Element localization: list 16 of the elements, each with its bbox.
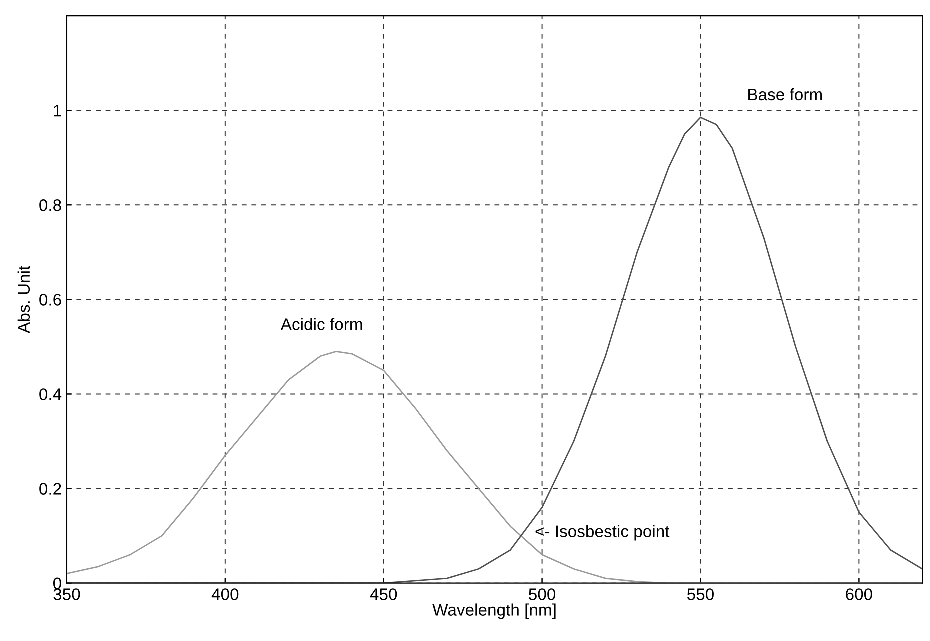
y-tick-label: 0 <box>53 578 62 590</box>
y-tick-label: 0.8 <box>40 200 62 212</box>
x-tick-label: 400 <box>212 588 239 600</box>
x-tick-label: 550 <box>688 588 714 600</box>
x-tick-label: 350 <box>54 588 80 600</box>
y-tick-label: 0.4 <box>40 388 62 400</box>
x-tick-label: 500 <box>529 588 556 600</box>
y-axis-title: Abs. Unit <box>18 266 30 334</box>
x-tick-label: 600 <box>846 588 872 600</box>
y-tick-label: 0.6 <box>40 294 62 306</box>
y-tick-label: 1 <box>54 105 62 117</box>
x-axis-title: Wavelength [nm] <box>432 604 556 620</box>
y-tick-label: 0.2 <box>40 483 62 495</box>
annotation: Acidic form <box>280 318 362 330</box>
annotation: Base form <box>748 88 822 101</box>
x-tick-label: 450 <box>370 588 398 600</box>
